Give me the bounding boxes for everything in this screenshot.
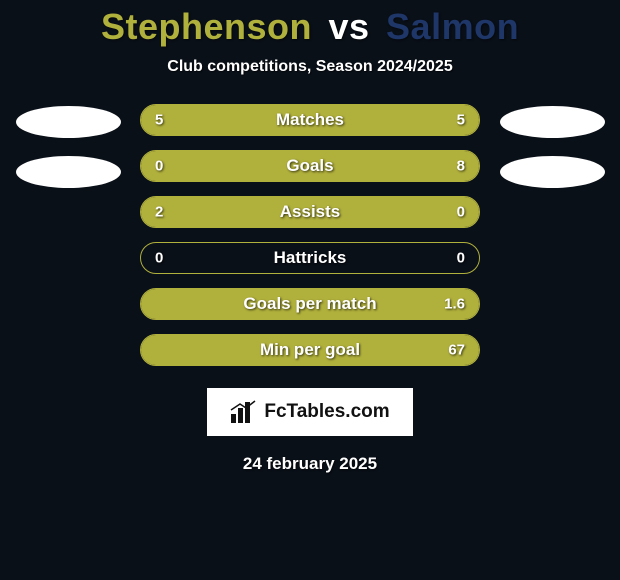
date-text: 24 february 2025 bbox=[243, 454, 377, 474]
source-badge: FcTables.com bbox=[207, 388, 413, 436]
right-team-badge-2 bbox=[500, 156, 605, 188]
stat-value-right: 67 bbox=[448, 342, 465, 359]
stat-fill-right bbox=[209, 151, 479, 181]
stat-value-left: 0 bbox=[155, 250, 163, 267]
stat-label: Goals per match bbox=[243, 294, 376, 314]
title-player1: Stephenson bbox=[101, 6, 312, 47]
page-title: Stephenson vs Salmon bbox=[101, 6, 519, 48]
bar-chart-icon bbox=[230, 400, 256, 424]
brand-text: FcTables.com bbox=[264, 401, 389, 423]
content-row: 5 Matches 5 0 Goals 8 2 Assists 0 bbox=[0, 104, 620, 366]
stat-bar-goals-per-match: Goals per match 1.6 bbox=[140, 288, 480, 320]
comparison-infographic: Stephenson vs Salmon Club competitions, … bbox=[0, 0, 620, 474]
stat-bar-min-per-goal: Min per goal 67 bbox=[140, 334, 480, 366]
stat-value-right: 8 bbox=[457, 158, 465, 175]
right-team-column bbox=[498, 104, 606, 188]
title-vs: vs bbox=[328, 6, 369, 47]
stat-label: Goals bbox=[286, 156, 333, 176]
stat-label: Min per goal bbox=[260, 340, 360, 360]
subtitle: Club competitions, Season 2024/2025 bbox=[167, 58, 452, 76]
stat-value-right: 1.6 bbox=[444, 296, 465, 313]
stat-bar-goals: 0 Goals 8 bbox=[140, 150, 480, 182]
stat-value-left: 5 bbox=[155, 112, 163, 129]
stat-fill-left bbox=[141, 289, 188, 319]
stat-bar-assists: 2 Assists 0 bbox=[140, 196, 480, 228]
left-team-badge-1 bbox=[16, 106, 121, 138]
stat-label: Assists bbox=[280, 202, 340, 222]
title-player2: Salmon bbox=[386, 6, 519, 47]
stat-value-left: 2 bbox=[155, 204, 163, 221]
stat-fill-left bbox=[141, 151, 209, 181]
stats-bars: 5 Matches 5 0 Goals 8 2 Assists 0 bbox=[140, 104, 480, 366]
stat-fill-right bbox=[405, 197, 479, 227]
stat-label: Matches bbox=[276, 110, 344, 130]
stat-bar-matches: 5 Matches 5 bbox=[140, 104, 480, 136]
stat-value-right: 5 bbox=[457, 112, 465, 129]
stat-fill-left bbox=[141, 197, 405, 227]
stat-label: Hattricks bbox=[274, 248, 347, 268]
right-team-badge-1 bbox=[500, 106, 605, 138]
left-team-badge-2 bbox=[16, 156, 121, 188]
stat-value-left: 0 bbox=[155, 158, 163, 175]
left-team-column bbox=[14, 104, 122, 188]
stat-value-right: 0 bbox=[457, 204, 465, 221]
stat-bar-hattricks: 0 Hattricks 0 bbox=[140, 242, 480, 274]
stat-value-right: 0 bbox=[457, 250, 465, 267]
